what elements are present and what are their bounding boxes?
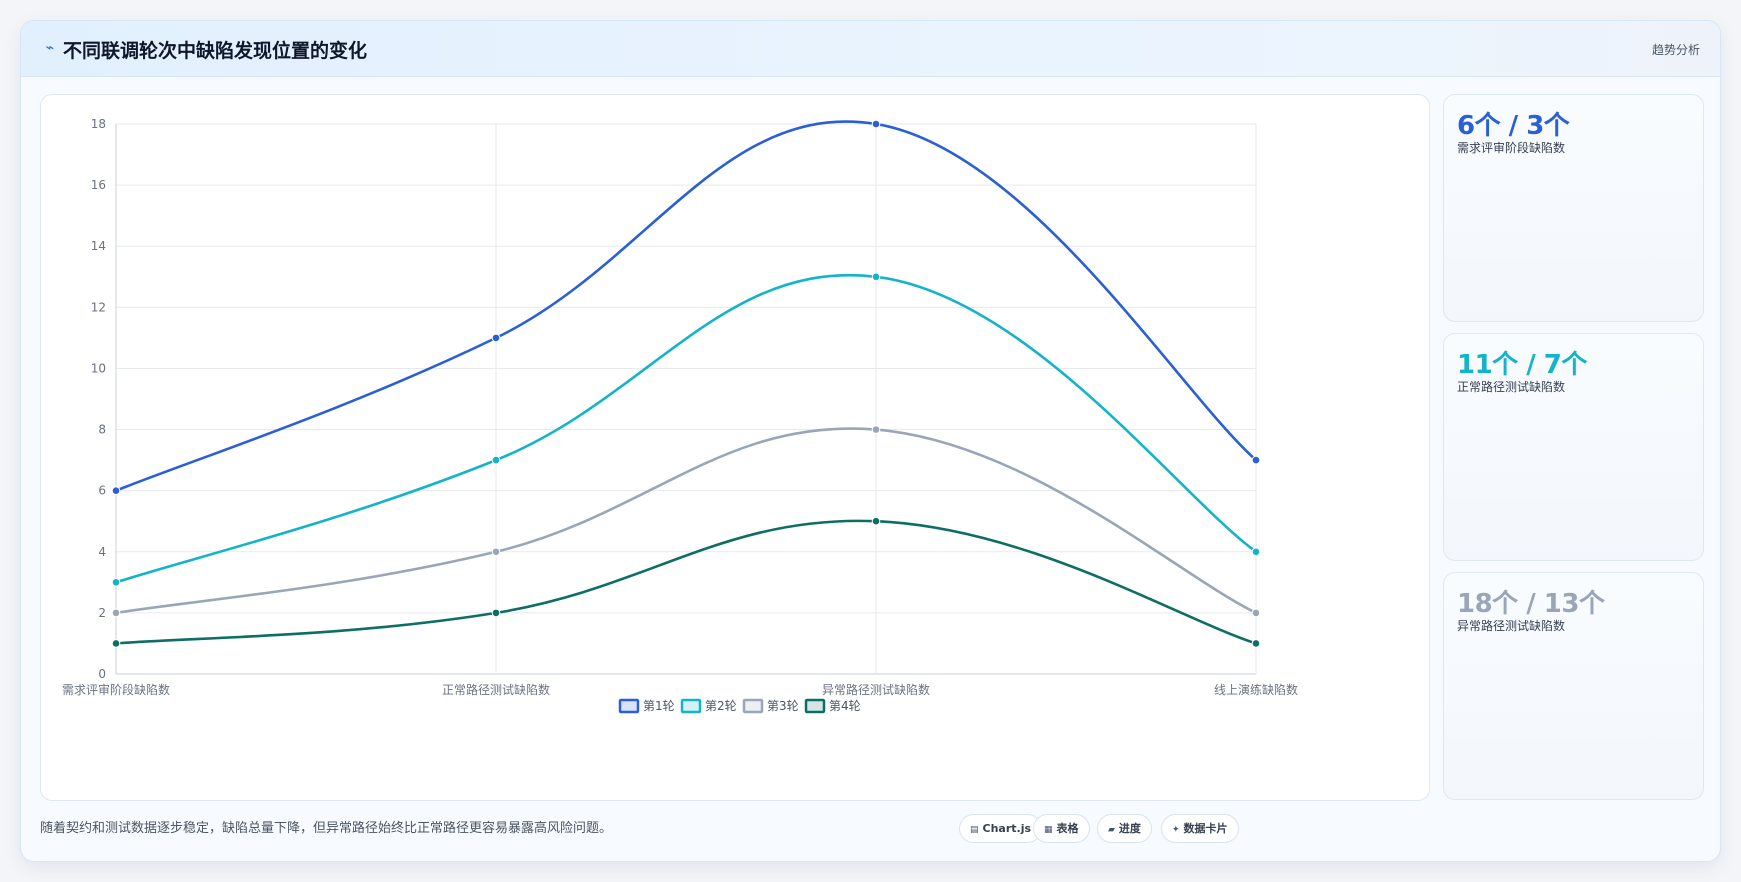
stat-value: 6个 / 3个 bbox=[1457, 111, 1570, 141]
stat-value: 18个 / 13个 bbox=[1457, 589, 1605, 619]
data-card-pill-button[interactable]: ✦ 数据卡片 bbox=[1161, 814, 1239, 843]
y-tick-label: 4 bbox=[98, 545, 106, 559]
data-point bbox=[111, 639, 121, 648]
stat-label: 异常路径测试缺陷数 bbox=[1457, 619, 1566, 633]
chart-card: ⌁ 不同联调轮次中缺陷发现位置的变化 趋势分析 0 2 4 6 8 10 12 14 16 18 需… bbox=[20, 20, 1721, 862]
chart-icon: ▤ bbox=[970, 825, 979, 835]
series-line bbox=[114, 273, 1258, 584]
legend-label: 第3轮 bbox=[767, 699, 799, 713]
stat-label: 正常路径测试缺陷数 bbox=[1457, 380, 1566, 394]
stat-value: 11个 / 7个 bbox=[1457, 350, 1587, 380]
legend-swatch bbox=[804, 698, 826, 714]
data-point bbox=[491, 333, 501, 343]
data-point bbox=[1251, 639, 1261, 648]
series-line bbox=[114, 427, 1258, 615]
data-point bbox=[871, 119, 881, 129]
pill-label: 数据卡片 bbox=[1183, 822, 1228, 835]
x-tick-label: 线上演练缺陷数 bbox=[1214, 682, 1298, 697]
stat-card-requirement-review: 6个 / 3个 需求评审阶段缺陷数 bbox=[1443, 94, 1704, 322]
y-tick-label: 14 bbox=[91, 239, 106, 253]
data-point bbox=[491, 455, 501, 465]
trend-line-icon: ⌁ bbox=[45, 40, 55, 56]
legend-label: 第4轮 bbox=[829, 699, 861, 713]
trend-analysis-tag: 趋势分析 bbox=[1651, 43, 1700, 57]
y-tick-label: 0 bbox=[98, 667, 106, 681]
data-point bbox=[111, 578, 121, 587]
data-point bbox=[871, 272, 881, 282]
data-point bbox=[871, 425, 881, 434]
card-title: 不同联调轮次中缺陷发现位置的变化 bbox=[63, 40, 368, 62]
data-point bbox=[1251, 547, 1261, 557]
progress-pill-button[interactable]: ▰ 进度 bbox=[1097, 814, 1152, 843]
stat-card-normal-path: 11个 / 7个 正常路径测试缺陷数 bbox=[1443, 333, 1704, 561]
pill-label: Chart.js bbox=[982, 822, 1032, 835]
x-tick-label: 需求评审阶段缺陷数 bbox=[62, 682, 170, 697]
stat-card-abnormal-path: 18个 / 13个 异常路径测试缺陷数 bbox=[1443, 572, 1704, 800]
y-tick-label: 8 bbox=[98, 423, 106, 437]
footer-note: 随着契约和测试数据逐步稳定，缺陷总量下降，但异常路径始终比正常路径更容易暴露高风… bbox=[40, 821, 613, 836]
y-tick-label: 10 bbox=[91, 361, 106, 375]
stat-label: 需求评审阶段缺陷数 bbox=[1457, 141, 1566, 155]
data-point bbox=[491, 547, 501, 557]
data-point bbox=[1251, 455, 1261, 465]
table-icon: ▦ bbox=[1044, 825, 1053, 835]
legend-label: 第2轮 bbox=[705, 699, 737, 713]
data-point bbox=[491, 608, 501, 618]
legend-swatch bbox=[618, 698, 640, 714]
y-tick-label: 2 bbox=[98, 606, 106, 620]
data-point bbox=[871, 516, 881, 526]
data-point bbox=[1251, 608, 1261, 618]
sparkle-icon: ✦ bbox=[1172, 825, 1180, 835]
y-tick-label: 12 bbox=[91, 300, 106, 314]
line-chart: 0 2 4 6 8 10 12 14 16 18 需求评审阶段缺陷数 正常路径测试缺陷数 异常路径测试缺… bbox=[62, 117, 1298, 714]
data-point bbox=[111, 486, 121, 495]
y-tick-label: 16 bbox=[91, 178, 106, 192]
progress-icon: ▰ bbox=[1108, 825, 1115, 835]
pill-label: 表格 bbox=[1056, 822, 1079, 835]
card-header: ⌁ 不同联调轮次中缺陷发现位置的变化 趋势分析 bbox=[21, 21, 1720, 77]
table-pill-button[interactable]: ▦ 表格 bbox=[1033, 814, 1090, 843]
x-tick-label: 正常路径测试缺陷数 bbox=[442, 682, 550, 697]
y-tick-label: 6 bbox=[98, 484, 106, 498]
line-chart-panel: 0 2 4 6 8 10 12 14 16 18 需求评审阶段缺陷数 正常路径测试缺陷数 异常路径测试缺… bbox=[40, 94, 1430, 801]
pill-label: 进度 bbox=[1118, 822, 1141, 835]
series-line bbox=[114, 519, 1258, 645]
data-point bbox=[111, 608, 121, 618]
series-line bbox=[114, 120, 1258, 492]
legend-label: 第1轮 bbox=[643, 699, 675, 713]
chartjs-pill-button[interactable]: ▤ Chart.js bbox=[959, 814, 1043, 843]
x-tick-label: 异常路径测试缺陷数 bbox=[822, 682, 930, 697]
legend-swatch bbox=[742, 698, 764, 714]
y-tick-label: 18 bbox=[91, 117, 106, 131]
legend-swatch bbox=[680, 698, 702, 714]
